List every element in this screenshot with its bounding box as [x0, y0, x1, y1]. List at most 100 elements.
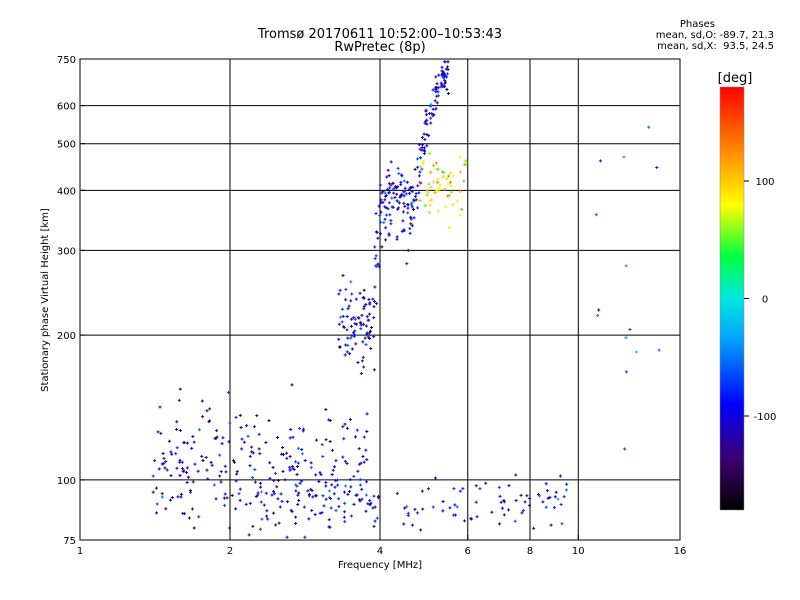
data-point	[541, 500, 545, 504]
grid-lines	[80, 59, 680, 540]
data-point	[426, 191, 430, 195]
data-point	[562, 495, 566, 499]
data-point	[300, 479, 304, 483]
data-point	[372, 494, 376, 498]
data-point	[357, 447, 361, 451]
data-point	[288, 454, 292, 458]
data-point	[362, 460, 366, 464]
data-point	[224, 470, 228, 474]
data-point	[270, 493, 274, 497]
data-point	[407, 191, 411, 195]
data-point	[365, 458, 369, 462]
data-point	[373, 257, 377, 261]
data-point	[376, 494, 380, 498]
data-point	[409, 186, 413, 190]
data-point	[360, 487, 364, 491]
data-point	[360, 359, 364, 363]
data-point	[238, 487, 242, 491]
data-point	[383, 191, 387, 195]
data-point	[350, 317, 354, 321]
data-point	[278, 505, 282, 509]
y-tick-label: 100	[57, 476, 76, 487]
data-point	[225, 496, 229, 500]
data-point	[453, 503, 457, 507]
data-point	[366, 502, 370, 506]
data-point	[548, 495, 552, 499]
data-point	[280, 452, 284, 456]
data-point	[341, 455, 345, 459]
data-point	[353, 322, 357, 326]
data-point	[441, 175, 445, 179]
data-point	[514, 499, 518, 503]
data-point	[444, 67, 448, 71]
data-point	[410, 201, 414, 205]
data-point	[431, 107, 435, 111]
data-point	[406, 206, 410, 210]
data-point	[443, 60, 447, 64]
data-point	[353, 333, 357, 337]
data-point	[463, 519, 467, 523]
data-point	[425, 122, 429, 126]
data-point	[174, 452, 178, 456]
y-tick-label: 600	[57, 102, 76, 113]
data-point	[657, 348, 661, 352]
data-point	[227, 526, 231, 530]
data-point	[350, 334, 354, 338]
data-point	[258, 527, 262, 531]
data-point	[624, 264, 628, 268]
data-point	[402, 179, 406, 183]
data-point	[425, 189, 429, 193]
data-point	[597, 308, 601, 312]
chart-title: Tromsø 20170611 10:52:00–10:53:43	[257, 27, 503, 42]
data-point	[458, 213, 462, 217]
data-point	[359, 461, 363, 465]
data-point	[238, 498, 242, 502]
data-point	[385, 188, 389, 192]
data-point	[245, 424, 249, 428]
data-point	[434, 86, 438, 90]
data-point	[221, 436, 225, 440]
data-point	[209, 460, 213, 464]
data-point	[435, 188, 439, 192]
data-point	[178, 473, 182, 477]
data-point	[187, 516, 191, 520]
data-point	[275, 485, 279, 489]
data-point	[295, 472, 299, 476]
data-point	[393, 195, 397, 199]
data-point	[419, 165, 423, 169]
data-point	[345, 328, 349, 332]
data-point	[324, 484, 328, 488]
data-point	[389, 222, 393, 226]
data-point	[434, 476, 438, 480]
data-point	[355, 493, 359, 497]
data-point	[421, 162, 425, 166]
data-point	[546, 496, 550, 500]
data-point	[369, 501, 373, 505]
data-point	[412, 199, 416, 203]
data-point	[446, 65, 449, 69]
data-point	[274, 471, 278, 475]
data-point	[439, 85, 443, 89]
data-point	[446, 91, 450, 95]
data-point	[391, 187, 395, 191]
data-point	[407, 187, 411, 191]
data-point	[256, 491, 260, 495]
data-point	[406, 211, 410, 215]
data-point	[210, 463, 214, 467]
data-point	[375, 516, 379, 520]
data-point	[328, 497, 332, 501]
data-point	[420, 167, 424, 171]
data-point	[324, 408, 328, 412]
data-point	[309, 461, 313, 465]
data-point	[379, 210, 383, 214]
x-tick-label: 1	[77, 546, 83, 557]
data-point	[205, 468, 209, 472]
data-point	[565, 482, 569, 486]
data-point	[418, 198, 422, 202]
data-point	[191, 435, 195, 439]
data-point	[339, 315, 343, 319]
data-point	[403, 506, 407, 510]
data-point	[218, 453, 222, 457]
data-point	[432, 180, 436, 184]
data-point	[451, 202, 455, 206]
